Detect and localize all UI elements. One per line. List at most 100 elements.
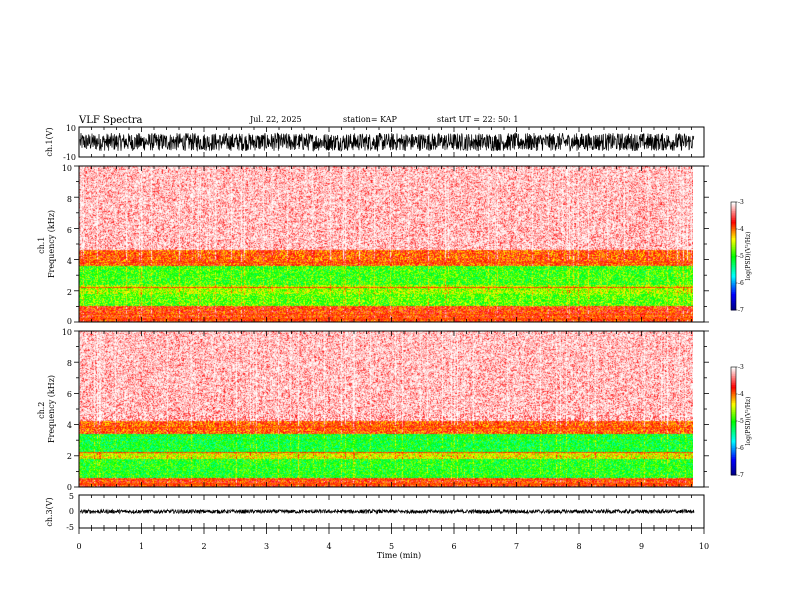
colorbar-segment bbox=[731, 207, 736, 210]
colorbar-segment bbox=[731, 415, 736, 418]
time-axis-tick-label-2: 2 bbox=[201, 542, 206, 551]
colorbar-segment bbox=[731, 406, 736, 409]
colorbar-segment bbox=[731, 275, 736, 279]
colorbar-segment bbox=[731, 247, 736, 250]
ch3-waveform-ylabel: ch.3(V) bbox=[45, 497, 54, 526]
colorbar-segment bbox=[731, 248, 736, 252]
colorbar-segment bbox=[731, 460, 736, 463]
colorbar-segment bbox=[731, 227, 736, 230]
colorbar-segment bbox=[731, 274, 736, 277]
colorbar-segment bbox=[731, 261, 736, 264]
colorbar-segment bbox=[731, 279, 736, 282]
time-axis-tick-label-4: 4 bbox=[326, 542, 331, 551]
ch1-spectrogram-ylabel: ch.1 Frequency (kHz) bbox=[37, 210, 56, 278]
colorbar-segment bbox=[731, 426, 736, 429]
time-axis: 0 1 2 3 4 5 6 7 8 9 10 bbox=[76, 542, 709, 551]
ch2-spectrogram-ytick-8: 8 bbox=[67, 359, 72, 368]
colorbar-segment bbox=[731, 245, 736, 248]
colorbar-segment bbox=[731, 288, 736, 291]
colorbar-segment bbox=[731, 469, 736, 472]
ch2-spectrogram-ytick-4: 4 bbox=[67, 421, 72, 430]
colorbar-segment bbox=[731, 234, 736, 237]
colorbar-segment bbox=[731, 462, 736, 465]
colorbar-segment bbox=[731, 218, 736, 221]
time-axis-label: Time (min) bbox=[377, 551, 421, 560]
ch2-colorbar: -3 -4 -5 -6 -7 log(PSD)(V²/Hz) bbox=[730, 364, 752, 479]
colorbar-segment bbox=[731, 437, 736, 440]
colorbar-segment bbox=[731, 216, 736, 219]
colorbar-segment bbox=[731, 265, 736, 268]
colorbar-segment bbox=[731, 424, 736, 427]
time-axis-tick-label-5: 5 bbox=[389, 542, 394, 551]
ch1-spectrogram-ytick-10: 10 bbox=[62, 164, 72, 173]
colorbar-segment bbox=[731, 293, 736, 297]
colorbar-segment bbox=[731, 417, 736, 420]
colorbar-segment bbox=[731, 297, 736, 300]
colorbar-segment bbox=[731, 243, 736, 246]
colorbar-segment bbox=[731, 299, 736, 302]
colorbar-segment bbox=[731, 390, 736, 393]
ch2-spectrogram-ytick-0: 0 bbox=[67, 483, 72, 492]
ch3-waveform-ytick-bottom: -5 bbox=[66, 523, 74, 532]
colorbar-segment bbox=[731, 252, 736, 255]
time-axis-tick-label-0: 0 bbox=[76, 542, 81, 551]
colorbar-segment bbox=[731, 471, 736, 474]
colorbar-segment bbox=[731, 392, 736, 395]
colorbar-segment bbox=[731, 388, 736, 391]
colorbar-segment bbox=[731, 422, 736, 426]
colorbar-segment bbox=[731, 230, 736, 234]
colorbar-segment bbox=[731, 308, 736, 311]
colorbar-segment bbox=[731, 304, 736, 307]
ch2-spectrogram-panel: 0 2 4 6 8 10 ch.2 Frequency (kHz) bbox=[37, 328, 705, 492]
colorbar-segment bbox=[731, 448, 736, 451]
colorbar-segment bbox=[731, 457, 736, 460]
time-axis-tick-label-9: 9 bbox=[639, 542, 644, 551]
colorbar-segment bbox=[731, 410, 736, 413]
colorbar-segment bbox=[731, 236, 736, 239]
colorbar-segment bbox=[731, 212, 736, 216]
ch1-spectrogram-ytick-4: 4 bbox=[67, 257, 72, 266]
colorbar-segment bbox=[731, 458, 736, 462]
colorbar-segment bbox=[731, 401, 736, 404]
colorbar-segment bbox=[731, 220, 736, 223]
colorbar-segment bbox=[731, 404, 736, 408]
colorbar-segment bbox=[731, 367, 736, 370]
colorbar-segment bbox=[731, 442, 736, 445]
colorbar-segment bbox=[731, 284, 736, 288]
colorbar-segment bbox=[731, 202, 736, 205]
colorbar-segment bbox=[731, 428, 736, 431]
colorbar-segment bbox=[731, 292, 736, 295]
colorbar-segment bbox=[731, 376, 736, 379]
ch1-spectrogram-image bbox=[79, 166, 693, 322]
colorbar-segment bbox=[731, 372, 736, 375]
ch3-waveform-ytick-top: 5 bbox=[69, 492, 74, 501]
colorbar-segment bbox=[731, 455, 736, 458]
colorbar-tick-label: -7 bbox=[738, 472, 744, 479]
ch3-waveform-trace bbox=[79, 508, 695, 515]
colorbar-segment bbox=[731, 413, 736, 417]
colorbar-segment bbox=[731, 453, 736, 456]
colorbar-segment bbox=[731, 290, 736, 293]
ch1-colorbar: -3 -4 -5 -6 -7 log(PSD)(V²/Hz) bbox=[730, 199, 752, 314]
colorbar-segment bbox=[731, 451, 736, 454]
colorbar-segment bbox=[731, 259, 736, 262]
colorbar-segment bbox=[731, 408, 736, 411]
colorbar-segment bbox=[731, 209, 736, 212]
colorbar-segment bbox=[731, 466, 736, 469]
colorbar-segment bbox=[731, 272, 736, 275]
colorbar-segment bbox=[731, 430, 736, 433]
time-axis-tick-label-8: 8 bbox=[576, 542, 581, 551]
colorbar-segment bbox=[731, 412, 736, 415]
colorbar-segment bbox=[731, 464, 736, 467]
colorbar-segment bbox=[731, 241, 736, 244]
colorbar-segment bbox=[731, 467, 736, 471]
ch1-waveform-ylabel: ch.1(V) bbox=[45, 127, 54, 156]
colorbar-segment bbox=[731, 239, 736, 243]
colorbar-segment bbox=[731, 449, 736, 453]
colorbar-segment bbox=[731, 306, 736, 309]
time-axis-tick-label-10: 10 bbox=[699, 542, 709, 551]
colorbar-segment bbox=[731, 232, 736, 235]
ch1-waveform-panel: 10 -10 ch.1(V) bbox=[45, 124, 705, 162]
colorbar-segment bbox=[731, 266, 736, 270]
colorbar-segment bbox=[731, 383, 736, 386]
